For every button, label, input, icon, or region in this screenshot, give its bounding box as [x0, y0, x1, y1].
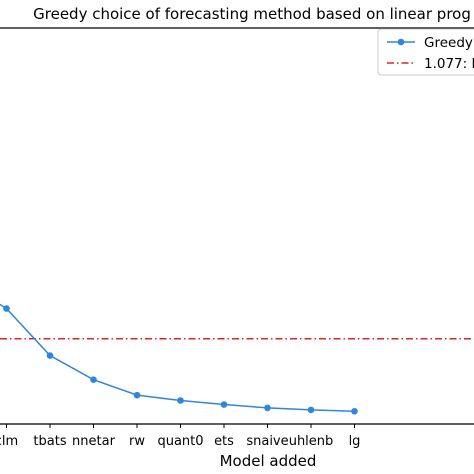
x-tick-label: quant0: [157, 434, 203, 449]
x-tick-label: lg: [349, 434, 361, 449]
x-axis-label: Model added: [220, 452, 317, 470]
x-tick-label: rw: [129, 434, 145, 449]
plot-area: [0, 27, 474, 425]
series-group: [0, 303, 358, 415]
chart-title: Greedy choice of forecasting method base…: [33, 5, 471, 23]
series-line-greedy: [0, 303, 355, 412]
data-point-nnetar: [90, 376, 97, 384]
data-point-uhlenb: [307, 406, 315, 414]
data-point-rw: [133, 391, 141, 399]
x-tick-label: ets: [214, 434, 234, 449]
legend-reference-label: 1.077: l: [424, 56, 474, 72]
x-tick-label: clm: [0, 434, 18, 449]
data-point-tbats: [46, 352, 54, 359]
data-point-ets: [220, 401, 228, 408]
data-point-snaive: [264, 404, 271, 412]
data-point-clm: [3, 305, 10, 312]
legend-series-marker: [397, 38, 405, 46]
x-tick-label: tbats: [33, 434, 66, 449]
x-tick-label: nnetar: [72, 434, 116, 449]
data-point-quant0: [177, 397, 184, 404]
legend: Greedy 1.077: l: [377, 28, 474, 76]
x-tick-label: snaive: [246, 434, 288, 449]
data-point-lg: [351, 407, 358, 415]
x-tick-label: uhlenb: [289, 434, 334, 449]
legend-series-label: Greedy: [424, 35, 473, 51]
